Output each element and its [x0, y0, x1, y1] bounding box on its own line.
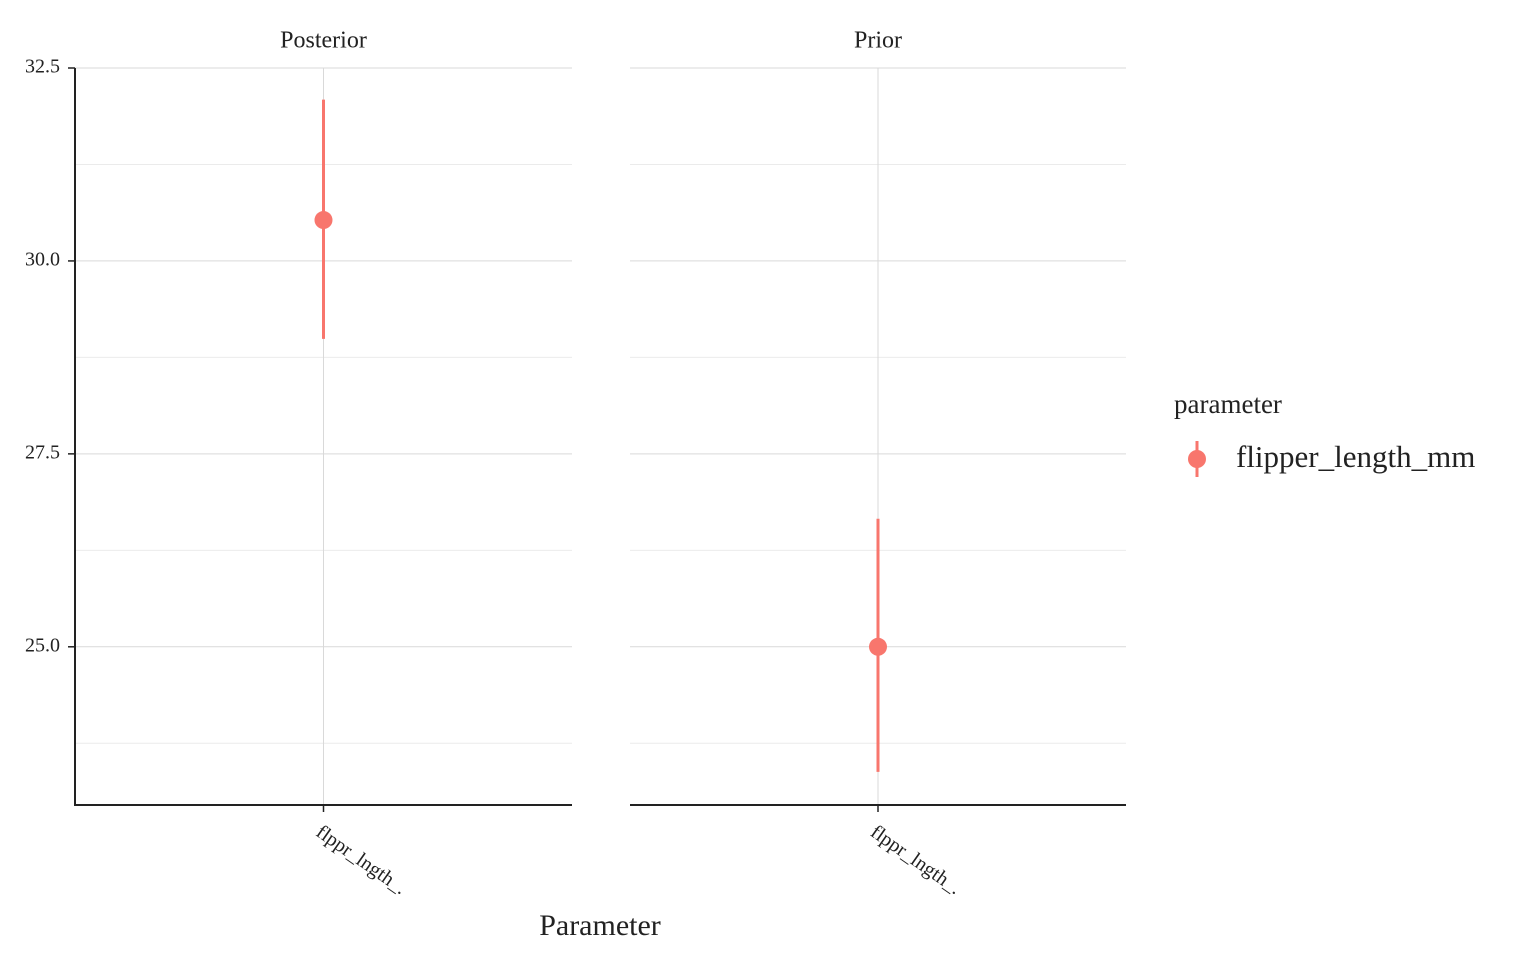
- legend-label: flipper_length_mm: [1236, 439, 1475, 474]
- point: [314, 211, 333, 230]
- y-tick-label: 32.5: [25, 56, 60, 78]
- y-tick-label: 30.0: [25, 249, 60, 271]
- legend-title: parameter: [1174, 389, 1282, 419]
- y-tick-label: 27.5: [25, 441, 60, 463]
- x-axis-label: Parameter: [539, 909, 661, 942]
- x-tick-label: flppr_lngth_.: [312, 821, 411, 899]
- legend-key-point: [1188, 450, 1206, 468]
- point: [869, 637, 887, 656]
- y-tick-label: 25.0: [25, 634, 60, 656]
- x-tick-label: flppr_lngth_.: [866, 821, 965, 899]
- facet-title: Prior: [854, 28, 902, 54]
- facet-title: Posterior: [280, 28, 367, 54]
